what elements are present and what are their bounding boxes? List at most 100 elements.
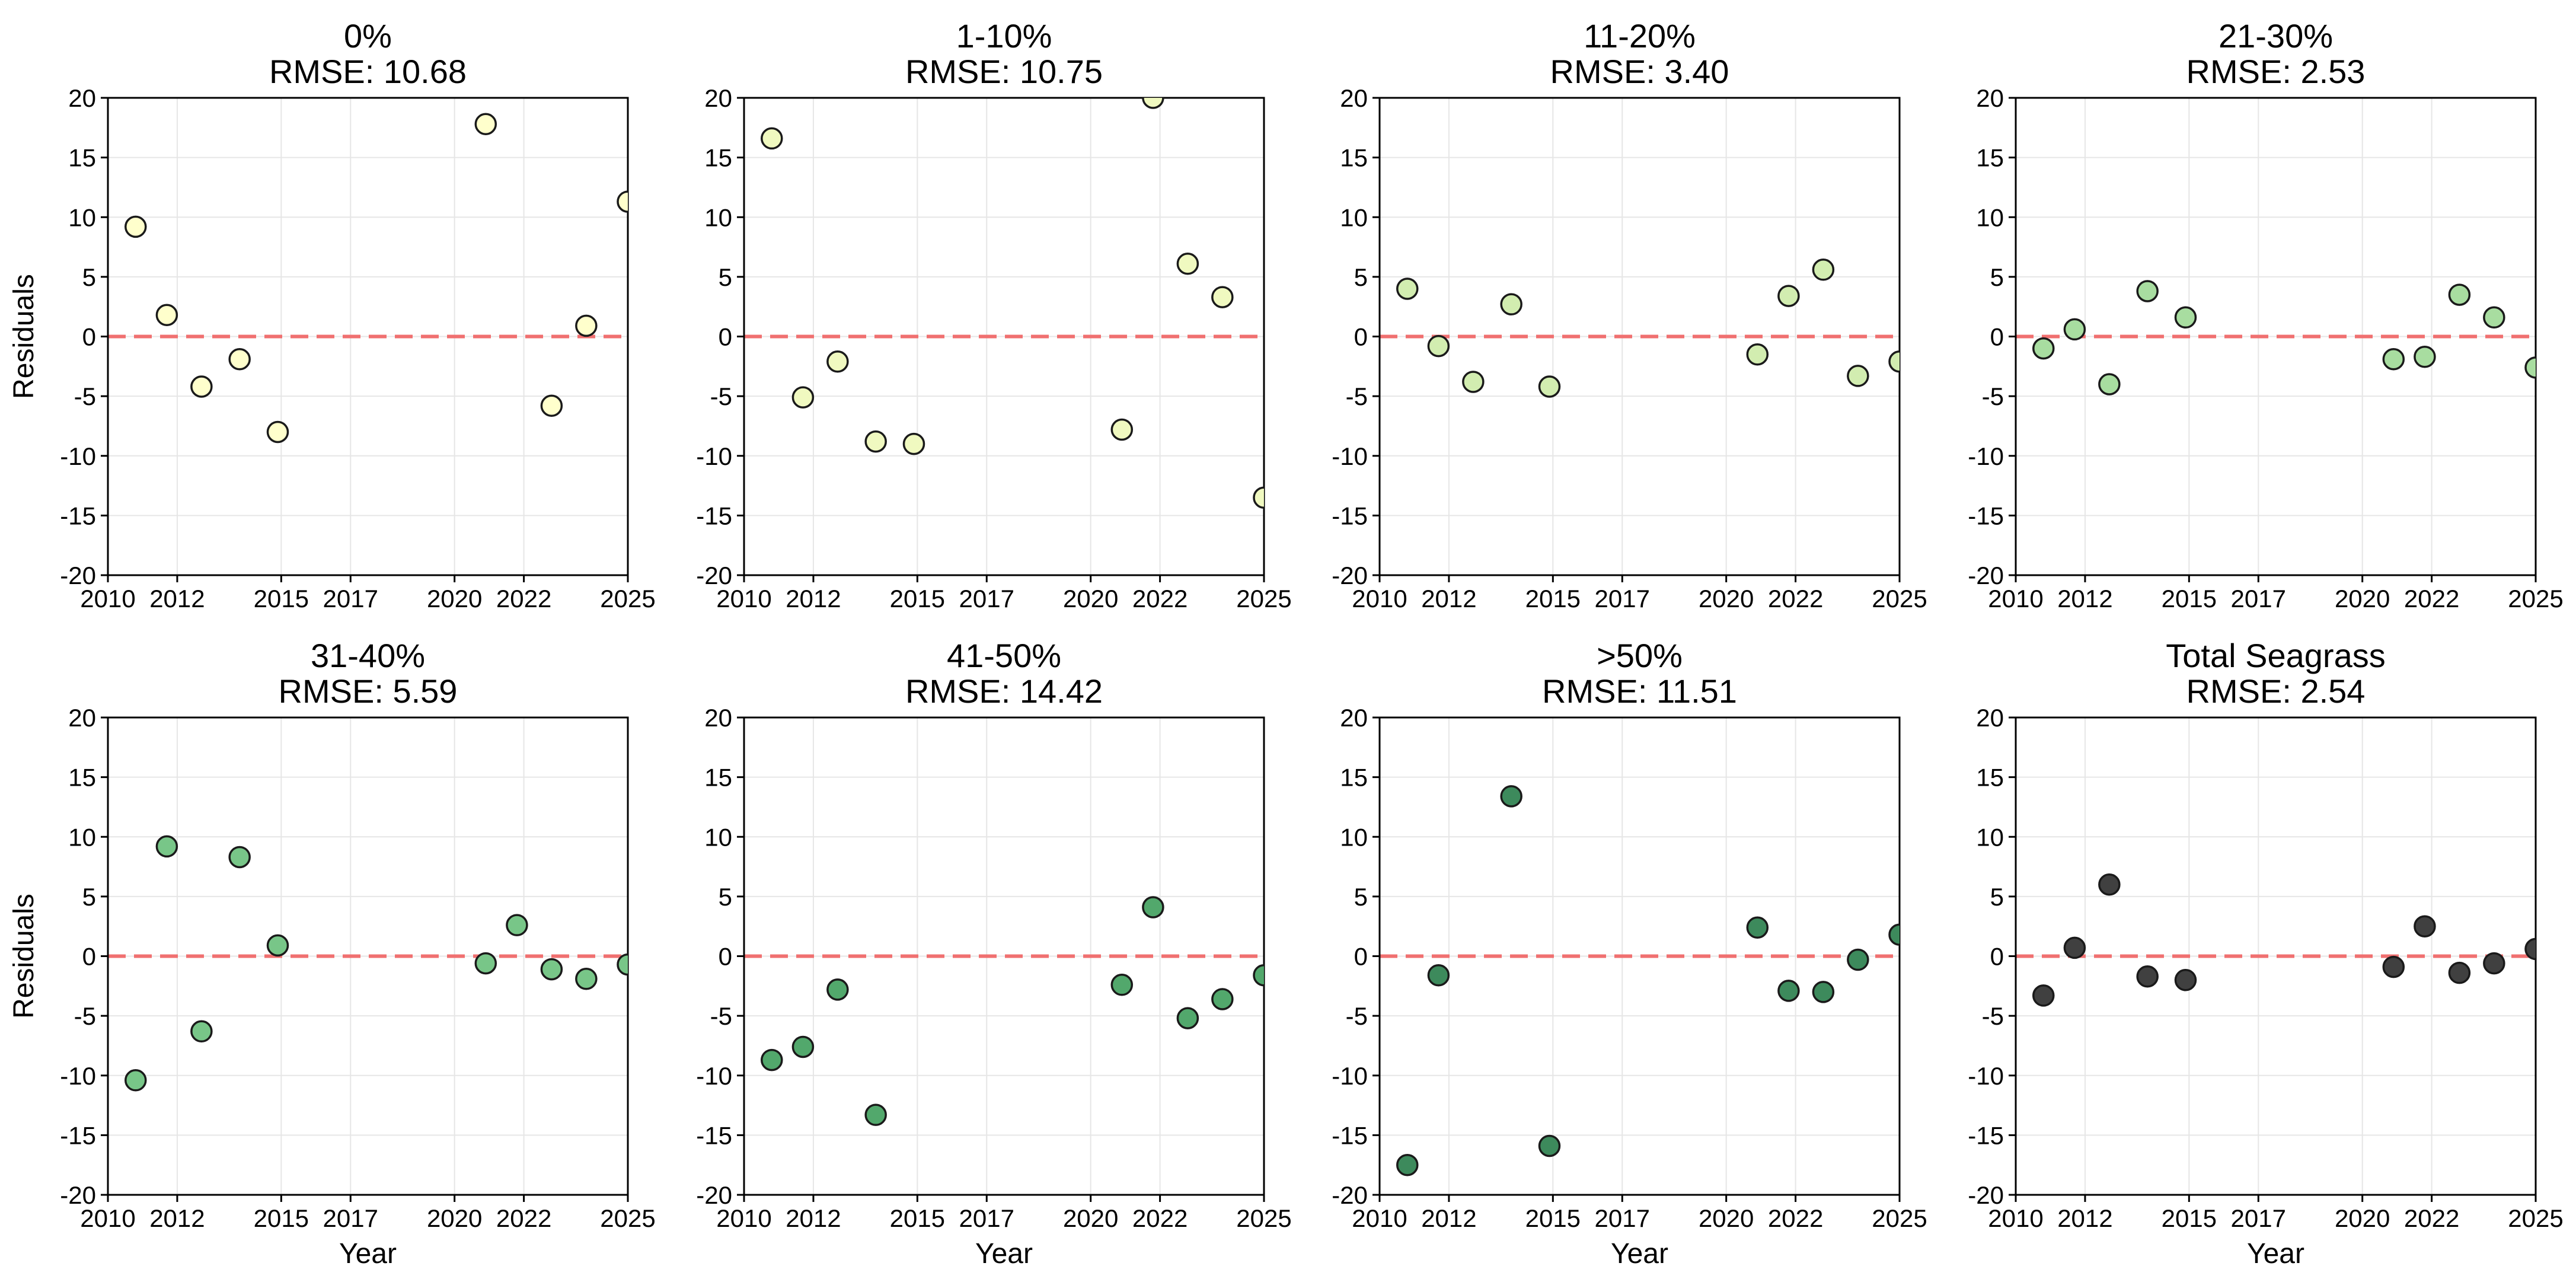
data-point xyxy=(1847,948,1869,971)
subplot-title: 0% xyxy=(344,17,392,55)
data-point xyxy=(2136,965,2159,988)
data-point xyxy=(2483,952,2505,975)
x-tick-label: 2010 xyxy=(1988,1204,2043,1232)
y-tick-label: 10 xyxy=(68,823,96,851)
y-tick-label: -10 xyxy=(1968,1062,2004,1090)
x-axis-label: Year xyxy=(2247,1238,2304,1270)
y-tick-label: -10 xyxy=(696,1062,732,1090)
y-tick-label: -5 xyxy=(74,1002,96,1030)
subplot-title: 41-50% xyxy=(947,637,1061,674)
y-tick-label: -5 xyxy=(1346,1002,1368,1030)
subplot-2: 2010 2012 2015 2017 2020 2022 2025-20-15-10-50… xyxy=(696,17,1291,613)
x-tick-label: 2012 xyxy=(786,1204,841,1232)
data-point xyxy=(2448,961,2471,984)
data-point xyxy=(1176,252,1199,275)
y-tick-label: -5 xyxy=(74,382,96,410)
x-tick-label: 2010 xyxy=(80,1204,135,1232)
data-point xyxy=(2174,969,2197,991)
data-point xyxy=(575,314,598,337)
y-tick-label: -15 xyxy=(60,502,96,530)
x-tick-label: 2017 xyxy=(323,1204,378,1232)
y-tick-label: -10 xyxy=(696,442,732,470)
data-point xyxy=(1462,371,1485,393)
y-tick-label: -20 xyxy=(696,1181,732,1209)
y-tick-label: -20 xyxy=(60,562,96,589)
y-tick-label: 5 xyxy=(719,263,732,291)
data-point xyxy=(1396,278,1419,300)
data-point xyxy=(2032,337,2055,360)
data-point xyxy=(1746,916,1769,939)
y-tick-label: 5 xyxy=(1354,883,1368,911)
data-point xyxy=(266,420,289,444)
data-point xyxy=(228,846,251,869)
y-tick-label: 10 xyxy=(1976,203,2004,231)
x-tick-label: 2015 xyxy=(890,1204,945,1232)
data-point xyxy=(791,1035,815,1058)
subplot-rmse-label: RMSE: 5.59 xyxy=(279,672,458,710)
y-tick-label: 15 xyxy=(704,144,732,172)
y-tick-label: -5 xyxy=(1982,382,2004,410)
y-tick-label: -15 xyxy=(696,1121,732,1149)
data-point xyxy=(1176,1007,1199,1029)
data-point xyxy=(1211,286,1234,308)
x-tick-label: 2020 xyxy=(1699,1204,1754,1232)
x-tick-label: 2017 xyxy=(959,1204,1014,1232)
data-point xyxy=(155,835,178,858)
x-tick-label: 2025 xyxy=(1236,1204,1291,1232)
x-tick-label: 2022 xyxy=(1768,1204,1823,1232)
data-points xyxy=(1396,785,1900,1176)
data-point xyxy=(2174,306,2197,329)
y-tick-label: 10 xyxy=(1340,823,1368,851)
x-tick-label: 2022 xyxy=(496,585,551,613)
subplot-title: 31-40% xyxy=(311,637,425,674)
data-point xyxy=(1812,259,1835,281)
data-point xyxy=(540,394,563,417)
x-tick-label: 2015 xyxy=(254,585,309,613)
y-tick-label: -10 xyxy=(60,442,96,470)
y-tick-label: 0 xyxy=(719,323,732,351)
subplot-rmse-label: RMSE: 10.68 xyxy=(269,53,467,90)
y-tick-label: 0 xyxy=(1990,323,2004,351)
y-tick-label: -20 xyxy=(1332,1181,1368,1209)
data-point xyxy=(826,350,849,373)
x-tick-label: 2012 xyxy=(786,585,841,613)
y-tick-label: -20 xyxy=(60,1181,96,1209)
y-tick-label: 0 xyxy=(1990,943,2004,971)
y-tick-label: -20 xyxy=(1968,1181,2004,1209)
data-point xyxy=(506,914,528,936)
data-points xyxy=(125,835,628,1092)
data-point xyxy=(1427,964,1450,987)
y-tick-label: 15 xyxy=(1976,144,2004,172)
data-point xyxy=(2448,283,2471,306)
data-point xyxy=(1110,418,1134,441)
y-tick-label: 0 xyxy=(1354,323,1368,351)
x-tick-label: 2010 xyxy=(1988,585,2043,613)
y-tick-label: -10 xyxy=(1968,442,2004,470)
y-tick-label: 10 xyxy=(1976,823,2004,851)
y-tick-label: -20 xyxy=(1332,562,1368,589)
y-tick-label: 20 xyxy=(68,704,96,732)
x-tick-label: 2015 xyxy=(1525,1204,1581,1232)
y-tick-label: -15 xyxy=(696,502,732,530)
y-tick-label: -5 xyxy=(1982,1002,2004,1030)
subplot-6: 2010 2012 2015 2017 2020 2022 2025-20-15-10-50… xyxy=(696,637,1291,1270)
y-tick-label: 5 xyxy=(82,883,96,911)
x-tick-label: 2025 xyxy=(1872,1204,1927,1232)
y-tick-label: 5 xyxy=(82,263,96,291)
x-tick-label: 2010 xyxy=(80,585,135,613)
data-point xyxy=(2098,373,2121,396)
data-point xyxy=(1812,981,1835,1003)
y-tick-label: -15 xyxy=(1968,502,2004,530)
y-tick-label: 10 xyxy=(1340,203,1368,231)
data-point xyxy=(761,127,783,150)
x-tick-label: 2022 xyxy=(2404,1204,2459,1232)
y-tick-label: 0 xyxy=(82,943,96,971)
data-point xyxy=(228,347,251,371)
x-axis-label: Year xyxy=(975,1238,1033,1270)
subplot-5: 2010 2012 2015 2017 2020 2022 2025-20-15-10-50… xyxy=(8,637,656,1270)
data-point xyxy=(155,304,178,327)
x-tick-label: 2022 xyxy=(1132,1204,1188,1232)
y-tick-label: 20 xyxy=(1340,704,1368,732)
subplot-rmse-label: RMSE: 2.54 xyxy=(2186,672,2366,710)
